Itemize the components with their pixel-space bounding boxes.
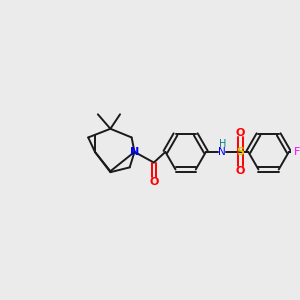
Text: O: O	[149, 177, 158, 187]
Text: S: S	[237, 147, 244, 157]
Text: N: N	[218, 147, 226, 157]
Text: N: N	[130, 147, 139, 157]
Text: H: H	[219, 139, 226, 149]
Text: F: F	[294, 147, 300, 157]
Text: O: O	[236, 128, 245, 138]
Text: O: O	[236, 166, 245, 176]
